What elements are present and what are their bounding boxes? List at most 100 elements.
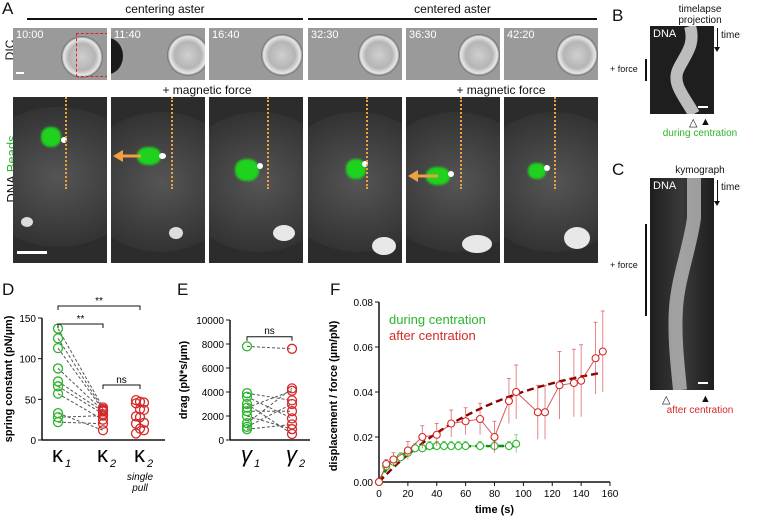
panel-c-image: DNA bbox=[650, 178, 714, 390]
gamma1-point bbox=[241, 341, 253, 352]
pair-line bbox=[57, 393, 104, 421]
magnetic-force-label-2: + magnetic force bbox=[456, 83, 546, 97]
dic-dark-edge bbox=[111, 38, 123, 74]
category-label-3: κ bbox=[134, 442, 146, 467]
y-axis-label: displacement / force (µm/pN) bbox=[328, 320, 340, 471]
series-2-point bbox=[598, 347, 607, 356]
series-1-point bbox=[476, 441, 485, 451]
bright-granule bbox=[564, 227, 590, 249]
series-2-point bbox=[490, 432, 499, 442]
dna-spot bbox=[257, 163, 263, 169]
panel-c-time-arrow bbox=[717, 180, 718, 204]
series-2-point bbox=[461, 417, 470, 426]
pair-line bbox=[57, 385, 104, 415]
series-2-point bbox=[418, 432, 427, 442]
panel-letter-e: E bbox=[177, 280, 189, 299]
kappa1-point bbox=[52, 388, 64, 399]
kappa1-point bbox=[52, 416, 64, 428]
pair-line bbox=[57, 421, 104, 425]
dic-cell bbox=[261, 34, 303, 76]
panel-c-filled-arrow: ▲ bbox=[700, 393, 711, 405]
series-2-point bbox=[591, 354, 600, 363]
y-tick-label: 0.04 bbox=[354, 388, 374, 399]
y-tick-label: 0.00 bbox=[354, 478, 374, 489]
series-2-point bbox=[540, 408, 550, 417]
force-arrow bbox=[408, 170, 438, 182]
dna-frame-6 bbox=[504, 97, 598, 263]
gamma2-point bbox=[286, 406, 298, 417]
gamma1-point bbox=[241, 418, 253, 429]
panel-b-caption: during centration bbox=[662, 128, 738, 139]
y-tick-label: 0.06 bbox=[354, 343, 374, 354]
category-note-line1: single bbox=[127, 472, 154, 483]
sig-k1-k2single-bracket bbox=[57, 305, 141, 310]
bright-granule bbox=[21, 217, 33, 227]
y-tick-label: 0.02 bbox=[354, 433, 374, 444]
pair-line bbox=[246, 388, 293, 424]
panel-c-scale-bar bbox=[698, 382, 708, 384]
category-label-1: γ bbox=[241, 442, 254, 467]
series-1-point bbox=[454, 441, 463, 451]
x-tick-label: 40 bbox=[431, 489, 443, 500]
series-1-point bbox=[439, 441, 449, 451]
series-1-point bbox=[512, 439, 521, 448]
pair-line bbox=[246, 392, 293, 401]
reference-line bbox=[366, 97, 368, 189]
green-beads bbox=[346, 159, 366, 179]
panel-c-title: kymograph bbox=[675, 165, 725, 176]
kappa2-point bbox=[97, 425, 109, 436]
pair-line bbox=[246, 415, 293, 430]
y-tick-label: 50 bbox=[25, 395, 37, 406]
series-2-point bbox=[577, 376, 586, 385]
series-2-point bbox=[432, 430, 441, 439]
header-centering-line bbox=[27, 18, 303, 20]
panel-b-filled-arrow: ▲ bbox=[700, 116, 711, 128]
dic-frame-5: 36:30 bbox=[406, 28, 500, 80]
series-2-point bbox=[569, 378, 578, 388]
series-2-point bbox=[555, 381, 564, 390]
y-tick-label: 0.08 bbox=[354, 298, 374, 309]
x-tick-label: 140 bbox=[573, 489, 590, 500]
reference-line bbox=[171, 97, 173, 189]
bright-granule bbox=[273, 225, 295, 241]
gamma2-point bbox=[286, 428, 298, 440]
category-label-2: γ bbox=[286, 442, 299, 467]
green-beads bbox=[235, 159, 259, 181]
reference-line bbox=[554, 97, 556, 189]
force-arrow bbox=[113, 150, 141, 162]
panel-c-dna-label: DNA bbox=[653, 180, 677, 192]
pair-line bbox=[246, 390, 293, 409]
kappa2-single-point bbox=[130, 411, 142, 422]
panel-b-scale-bar bbox=[698, 106, 708, 108]
category-label-2: κ bbox=[97, 442, 109, 467]
x-tick-label: 20 bbox=[402, 489, 414, 500]
panel-c-force-bar bbox=[645, 224, 647, 316]
dna-spot bbox=[362, 161, 368, 167]
pair-line bbox=[57, 328, 104, 408]
panel-c-time-label: time bbox=[721, 182, 740, 193]
dna-spot bbox=[448, 171, 454, 177]
dna-frame-2 bbox=[111, 97, 205, 263]
category-subscript-3: 2 bbox=[146, 458, 153, 470]
gamma1-point bbox=[241, 388, 253, 399]
y-tick-label: 0 bbox=[30, 436, 36, 447]
green-beads bbox=[41, 127, 61, 147]
y-tick-label: 0 bbox=[218, 436, 224, 447]
y-tick-label: 8000 bbox=[202, 340, 225, 351]
series-1-point bbox=[461, 441, 470, 451]
series-2-point bbox=[374, 477, 384, 487]
dna-spot bbox=[159, 153, 166, 159]
panel-letter-c: C bbox=[612, 160, 625, 179]
embryo-glow bbox=[111, 112, 205, 252]
kappa1-point bbox=[52, 376, 64, 387]
y-tick-label: 150 bbox=[19, 314, 36, 325]
panel-b-open-arrow: △ bbox=[689, 117, 698, 129]
timestamp-1: 10:00 bbox=[16, 29, 44, 41]
gamma1-point bbox=[241, 424, 253, 435]
dic-cell bbox=[556, 34, 598, 76]
panel-b-title: timelapse projection bbox=[650, 4, 750, 26]
series-2-point bbox=[504, 396, 513, 406]
x-tick-label: 100 bbox=[515, 489, 532, 500]
header-centered-line bbox=[308, 18, 597, 20]
